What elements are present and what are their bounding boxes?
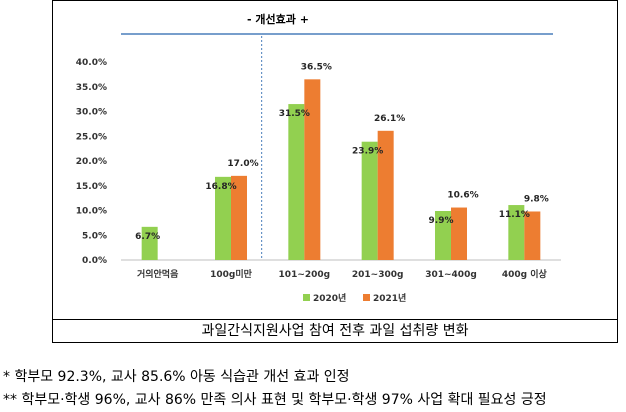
data-label-series-2: 26.1% [374,114,405,124]
legend-swatch [363,294,370,301]
y-tick-label: 25.0% [76,132,107,142]
improvement-annotation: - 개선효과 + [247,12,309,26]
y-tick-label: 30.0% [76,108,107,118]
bar-series-1 [361,141,378,260]
footnote-1: * 학부모 92.3%, 교사 85.6% 아동 식습관 개선 효과 인정 [3,369,350,385]
data-label-series-1: 9.9% [429,216,454,226]
chart-caption: 과일간식지원사업 참여 전후 과일 섭취량 변화 [53,319,617,343]
legend-label: 2021년 [373,292,406,304]
bar-series-1 [288,104,305,260]
y-tick-label: 15.0% [76,182,107,192]
bar-series-2 [231,175,247,260]
x-tick-label: 100g미만 [210,268,253,280]
bar-series-1 [215,176,231,260]
data-label-series-2: 10.6% [447,191,478,201]
data-label-series-1: 6.7% [135,232,160,242]
data-label-series-2: 9.8% [524,194,549,204]
x-tick-label: 101~200g [279,270,331,280]
data-label-series-2: 36.5% [301,62,332,72]
bar-series-2 [451,207,467,260]
legend-swatch [303,294,310,301]
bar-series-2 [377,130,394,260]
bar-series-1 [508,205,525,260]
x-tick-label: 201~300g [352,270,404,280]
data-label-series-2: 17.0% [227,159,258,169]
data-label-series-1: 11.1% [499,210,530,220]
y-tick-label: 40.0% [76,58,107,68]
data-label-series-1: 16.8% [205,182,236,192]
y-tick-label: 10.0% [76,207,107,217]
footnote-2: ** 학부모·학생 96%, 교사 86% 만족 의사 표현 및 학부모·학생 … [3,392,547,408]
y-tick-label: 20.0% [76,157,107,167]
bar-series-1 [435,210,451,260]
y-tick-label: 35.0% [76,83,107,93]
data-label-series-1: 31.5% [279,109,310,119]
x-tick-label: 거의안먹음 [137,268,178,280]
chart-figure: - 개선효과 + 0.0% 5.0% 10.0% 15.0% 20.0% 25.0% 30.0… [52,0,618,343]
bar-series-2 [524,211,541,260]
x-tick-label: 400g 이상 [502,268,548,280]
y-tick-label: 0.0% [82,256,107,266]
bar-chart: - 개선효과 + 0.0% 5.0% 10.0% 15.0% 20.0% 25.0% 30.0… [76,12,561,304]
data-label-series-1: 23.9% [352,147,383,157]
x-tick-label: 301~400g [425,270,477,280]
y-tick-label: 5.0% [82,231,107,241]
legend-label: 2020년 [313,292,346,304]
bar-series-2 [304,79,321,260]
bar-series-1 [141,226,158,260]
